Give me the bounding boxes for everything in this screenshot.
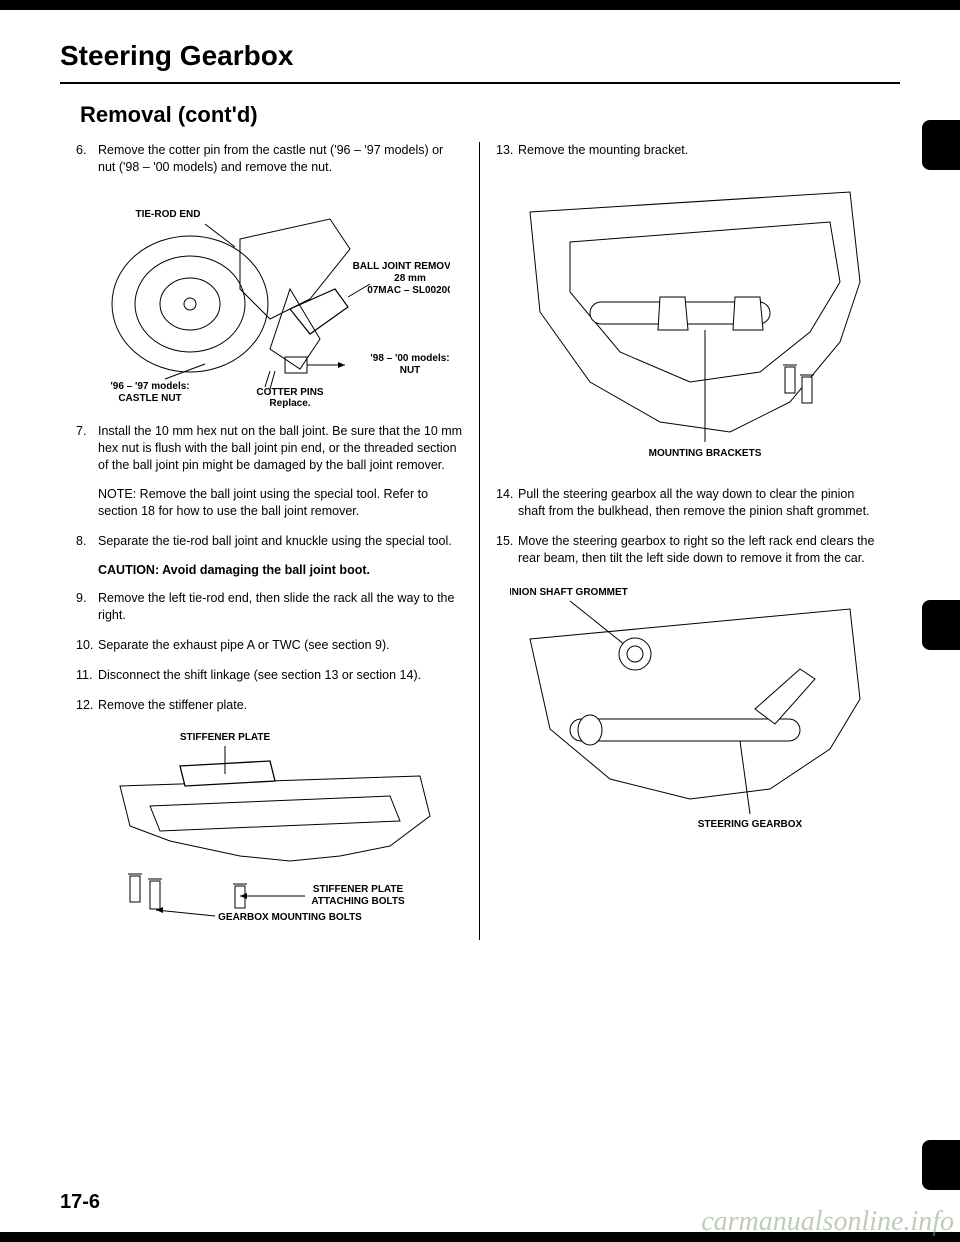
step-number: 11. [76,667,98,684]
left-column: 6. Remove the cotter pin from the castle… [60,142,480,940]
title-rule [60,82,900,84]
note-remove-ball-joint: NOTE: Remove the ball joint using the sp… [98,486,463,520]
step-number: 13. [496,142,518,159]
step-text: Separate the tie-rod ball joint and knuc… [98,533,463,550]
step-number: 10. [76,637,98,654]
step-text: Pull the steering gearbox all the way do… [518,486,884,520]
left-steps-a: 6. Remove the cotter pin from the castle… [76,142,463,176]
step-15: 15. Move the steering gearbox to right s… [496,533,884,567]
fig4-gearbox: STEERING GEARBOX [698,819,803,830]
fig1-castle-nut-l1: '96 – '97 models: [110,381,189,392]
fig1-nut-l1: '98 – '00 models: [370,353,449,364]
left-steps-b: 7. Install the 10 mm hex nut on the ball… [76,423,463,474]
fig1-cotter-pins-l2: Replace. [269,398,310,409]
step-number: 15. [496,533,518,567]
step-number: 9. [76,590,98,624]
figure-2: STIFFENER PLATE STIFFENER PLATE ATTACHIN… [76,726,463,926]
step-text: Separate the exhaust pipe A or TWC (see … [98,637,463,654]
page-number: 17-6 [60,1191,100,1214]
fig1-ball-joint-remover: BALL JOINT REMOVER, [352,261,449,272]
step-10: 10. Separate the exhaust pipe A or TWC (… [76,637,463,654]
step-text: Install the 10 mm hex nut on the ball jo… [98,423,463,474]
step-number: 12. [76,697,98,714]
figure-4: PINION SHAFT GROMMET STEERING GEARBOX [496,579,884,839]
fig1-ball-joint-remover-l2: 28 mm [394,273,426,284]
right-column: 13. Remove the mounting bracket. [480,142,900,940]
step-13: 13. Remove the mounting bracket. [496,142,884,159]
fig2-stiffener-plate: STIFFENER PLATE [179,732,270,743]
step-6: 6. Remove the cotter pin from the castle… [76,142,463,176]
step-8: 8. Separate the tie-rod ball joint and k… [76,533,463,550]
fig1-cotter-pins-l1: COTTER PINS [256,387,324,398]
step-text: Remove the left tie-rod end, then slide … [98,590,463,624]
step-text: Disconnect the shift linkage (see sectio… [98,667,463,684]
fig4-grommet: PINION SHAFT GROMMET [510,587,628,598]
step-text: Remove the cotter pin from the castle nu… [98,142,463,176]
step-12: 12. Remove the stiffener plate. [76,697,463,714]
page-container: Steering Gearbox Removal (cont'd) 6. Rem… [0,0,960,1242]
step-9: 9. Remove the left tie-rod end, then sli… [76,590,463,624]
left-steps-d: 9. Remove the left tie-rod end, then sli… [76,590,463,713]
page-title: Steering Gearbox [60,40,900,72]
fig1-tie-rod-end: TIE-ROD END [135,209,200,220]
step-number: 14. [496,486,518,520]
fig2-mounting-bolts: GEARBOX MOUNTING BOLTS [218,912,362,923]
column-wrap: 6. Remove the cotter pin from the castle… [60,142,900,940]
fig2-attaching-bolts-l1: STIFFENER PLATE [312,884,403,895]
step-number: 7. [76,423,98,474]
step-text: Move the steering gearbox to right so th… [518,533,884,567]
fig1-castle-nut-l2: CASTLE NUT [118,393,181,404]
fig1-ball-joint-remover-l3: 07MAC – SL00200 [367,285,450,296]
step-14: 14. Pull the steering gearbox all the wa… [496,486,884,520]
caution-ball-joint-boot: CAUTION: Avoid damaging the ball joint b… [98,563,463,577]
watermark: carmanualsonline.info [701,1206,954,1238]
figure-1: TIE-ROD END BALL JOINT REMOVER, 28 mm 07… [76,189,463,409]
step-text: Remove the mounting bracket. [518,142,884,159]
right-steps-b: 14. Pull the steering gearbox all the wa… [496,486,884,567]
step-text: Remove the stiffener plate. [98,697,463,714]
page-subtitle: Removal (cont'd) [80,102,900,128]
step-number: 8. [76,533,98,550]
left-steps-c: 8. Separate the tie-rod ball joint and k… [76,533,463,550]
step-7: 7. Install the 10 mm hex nut on the ball… [76,423,463,474]
fig3-mounting-brackets: MOUNTING BRACKETS [649,448,762,459]
right-steps-a: 13. Remove the mounting bracket. [496,142,884,159]
fig1-nut-l2: NUT [399,365,420,376]
step-11: 11. Disconnect the shift linkage (see se… [76,667,463,684]
fig2-attaching-bolts-l2: ATTACHING BOLTS [311,896,405,907]
step-number: 6. [76,142,98,176]
figure-3: MOUNTING BRACKETS [496,172,884,472]
